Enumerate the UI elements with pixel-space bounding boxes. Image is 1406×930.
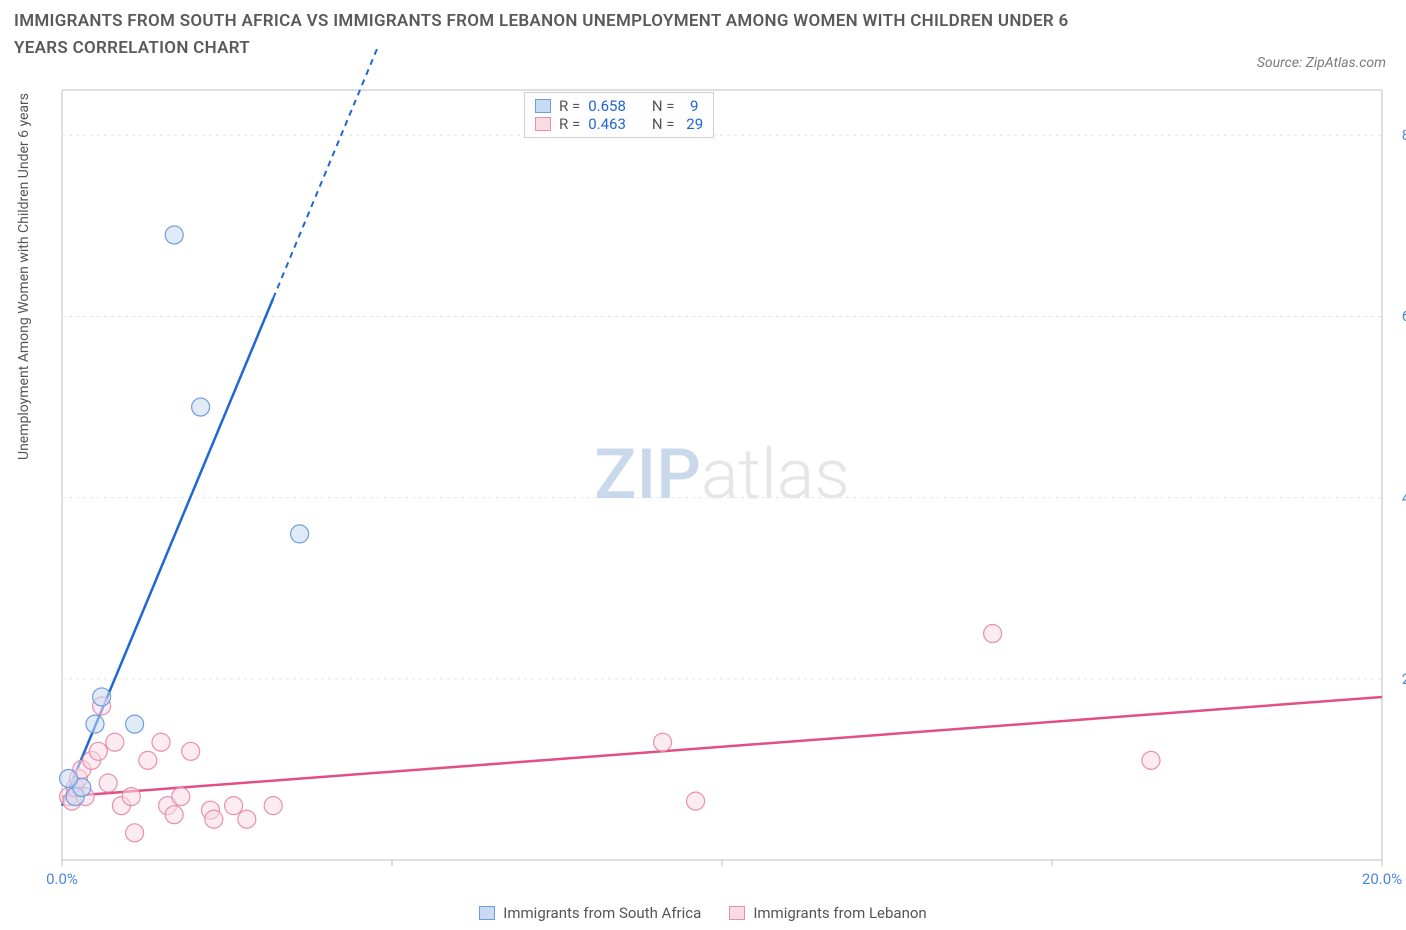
- y-axis-label: Unemployment Among Women with Children U…: [16, 93, 32, 460]
- scatter-plot: ZIPatlas R =0.658N = 9R =0.463N = 29 20.…: [62, 90, 1382, 860]
- legend-stat-row: R = 0.658 N = 9: [535, 97, 703, 115]
- n-label: N =: [652, 115, 675, 133]
- point-a: [126, 715, 144, 733]
- legend-item: Immigrants from Lebanon: [729, 904, 926, 922]
- y-tick-label: 40.0%: [1402, 489, 1406, 507]
- r-label: R =: [559, 115, 580, 133]
- y-tick-label: 60.0%: [1402, 307, 1406, 325]
- point-a: [86, 715, 104, 733]
- point-b: [687, 792, 705, 810]
- point-b: [205, 810, 223, 828]
- point-b: [126, 824, 144, 842]
- point-b: [152, 733, 170, 751]
- point-a: [165, 226, 183, 244]
- point-a: [60, 769, 78, 787]
- x-tick-label: 20.0%: [1362, 870, 1402, 888]
- legend-swatch: [535, 117, 551, 131]
- y-tick-label: 80.0%: [1402, 126, 1406, 144]
- series-legend: Immigrants from South Africa Immigrants f…: [0, 904, 1406, 922]
- point-b: [89, 742, 107, 760]
- trendline-a-dash: [273, 45, 379, 299]
- x-tick-label: 0.0%: [46, 870, 78, 888]
- point-b: [654, 733, 672, 751]
- point-b: [225, 797, 243, 815]
- n-value: 9: [683, 97, 699, 115]
- point-a: [192, 398, 210, 416]
- chart-title: IMMIGRANTS FROM SOUTH AFRICA VS IMMIGRAN…: [14, 8, 1104, 62]
- correlation-legend: R = 0.658 N = 9 R = 0.463 N = 29: [524, 92, 714, 138]
- n-label: N =: [652, 97, 675, 115]
- legend-swatch: [729, 906, 745, 920]
- point-b: [165, 806, 183, 824]
- legend-swatch: [479, 906, 495, 920]
- y-tick-label: 20.0%: [1402, 670, 1406, 688]
- r-value: 0.658: [588, 97, 626, 115]
- legend-stat-row: R = 0.463 N = 29: [535, 115, 703, 133]
- n-value: 29: [683, 115, 704, 133]
- point-b: [139, 751, 157, 769]
- plot-svg: [62, 90, 1382, 860]
- point-b: [1142, 751, 1160, 769]
- r-value: 0.463: [588, 115, 626, 133]
- point-b: [984, 625, 1002, 643]
- point-b: [122, 788, 140, 806]
- point-b: [264, 797, 282, 815]
- legend-swatch: [535, 99, 551, 113]
- point-b: [238, 810, 256, 828]
- trendline-b: [62, 697, 1382, 797]
- source-attribution: Source: ZipAtlas.com: [1257, 55, 1386, 71]
- r-label: R =: [559, 97, 580, 115]
- point-b: [106, 733, 124, 751]
- point-b: [172, 788, 190, 806]
- point-b: [99, 774, 117, 792]
- legend-label: Immigrants from South Africa: [503, 904, 701, 922]
- legend-label: Immigrants from Lebanon: [753, 904, 926, 922]
- point-a: [93, 688, 111, 706]
- point-b: [182, 742, 200, 760]
- point-a: [291, 525, 309, 543]
- legend-item: Immigrants from South Africa: [479, 904, 701, 922]
